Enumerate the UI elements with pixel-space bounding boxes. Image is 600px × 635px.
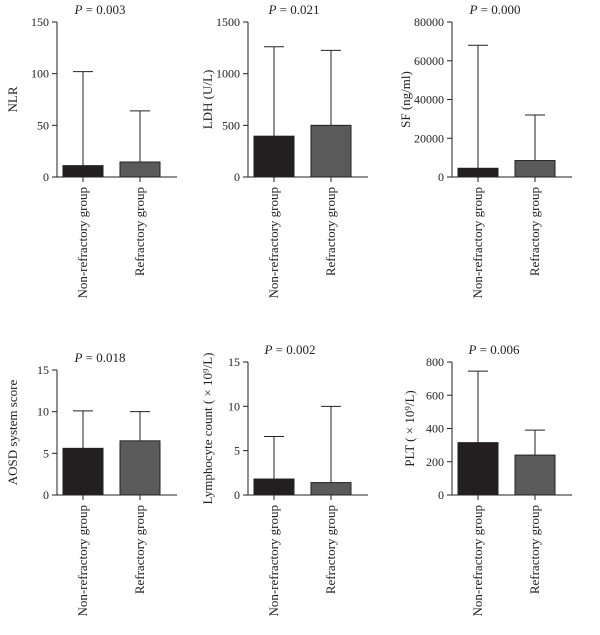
chart-panel-3: P = 0.000 SF (ng/ml) 0 20000 40000 60000 80000…: [398, 2, 572, 299]
x-tick-label: Non-refractory group: [75, 505, 90, 617]
title-value: = 0.003: [82, 2, 125, 17]
y-tick-label: 0: [234, 488, 240, 502]
bar-refractory: [119, 161, 161, 178]
bar-non-refractory: [62, 447, 104, 496]
panel-title: P = 0.018: [73, 350, 125, 365]
y-tick-label: 40000: [414, 93, 444, 107]
y-tick-label: 10: [37, 405, 49, 419]
y-tick-label: 200: [426, 455, 444, 469]
panel-title: P = 0.003: [73, 2, 125, 17]
title-value: = 0.006: [476, 342, 520, 357]
bar-refractory: [119, 440, 161, 496]
panel-title: P = 0.021: [267, 2, 319, 17]
chart-panel-5: P = 0.002 Lymphocyte count ( × 10⁹/L) 0 5 10…: [200, 342, 368, 617]
bar-refractory: [310, 124, 352, 178]
x-tick-label: Refractory group: [527, 505, 542, 594]
title-value: = 0.002: [272, 342, 315, 357]
y-tick-label: 500: [222, 118, 240, 132]
bar-non-refractory: [457, 167, 499, 178]
y-tick-label: 0: [43, 170, 49, 184]
y-tick-label: 150: [31, 15, 49, 29]
x-tick-label: Non-refractory group: [266, 187, 281, 299]
y-tick-label: 15: [37, 363, 49, 377]
title-value: = 0.018: [82, 350, 125, 365]
y-tick-label: 0: [438, 170, 444, 184]
y-axis-label: NLR: [5, 86, 20, 112]
title-value: = 0.000: [477, 2, 520, 17]
bar-non-refractory: [457, 442, 499, 496]
x-tick-label: Refractory group: [323, 187, 338, 276]
x-tick-label: Non-refractory group: [470, 505, 485, 617]
y-tick-label: 5: [43, 446, 49, 460]
y-axis-label: PLT ( × 10⁹/L): [402, 390, 417, 467]
title-prefix: P: [267, 2, 276, 17]
y-tick-label: 10: [228, 399, 240, 413]
y-tick-label: 800: [426, 355, 444, 369]
y-tick-label: 80000: [414, 15, 444, 29]
chart-panel-6: P = 0.006 PLT ( × 10⁹/L) 0 200 400 600 800 Non-…: [402, 342, 572, 617]
bar-non-refractory: [62, 165, 104, 178]
x-tick-label: Refractory group: [323, 505, 338, 594]
title-prefix: P: [467, 342, 476, 357]
y-axis-label: LDH (U/L): [200, 70, 215, 130]
chart-panel-2: P = 0.021 LDH (U/L) 0 500 1000 1500 Non-refrac…: [200, 2, 368, 299]
x-tick-label: Refractory group: [132, 505, 147, 594]
title-prefix: P: [73, 350, 82, 365]
bar-refractory: [310, 482, 352, 496]
y-tick-label: 1000: [216, 67, 240, 81]
x-tick-label: Non-refractory group: [470, 187, 485, 299]
bar-non-refractory: [253, 135, 295, 178]
y-tick-label: 50: [37, 118, 49, 132]
bar-refractory: [514, 454, 556, 496]
x-tick-label: Refractory group: [527, 187, 542, 276]
bar-refractory: [514, 160, 556, 178]
y-axis-label: SF (ng/ml): [398, 71, 413, 128]
y-tick-label: 1500: [216, 15, 240, 29]
x-tick-label: Non-refractory group: [266, 505, 281, 617]
y-axis-label: AOSD system score: [5, 380, 20, 486]
panel-title: P = 0.002: [263, 342, 315, 357]
y-tick-label: 5: [234, 444, 240, 458]
y-tick-label: 400: [426, 422, 444, 436]
y-axis-label: Lymphocyte count ( × 10⁹/L): [200, 353, 215, 505]
title-prefix: P: [263, 342, 272, 357]
x-tick-label: Non-refractory group: [75, 187, 90, 299]
y-tick-label: 100: [31, 67, 49, 81]
chart-panel-1: P = 0.003 NLR 0 50 100 150 Non-refractory grou…: [5, 2, 177, 299]
title-value: = 0.021: [276, 2, 319, 17]
y-tick-label: 60000: [414, 54, 444, 68]
title-prefix: P: [468, 2, 477, 17]
bar-non-refractory: [253, 478, 295, 496]
y-tick-label: 20000: [414, 131, 444, 145]
y-tick-label: 600: [426, 388, 444, 402]
panel-title: P = 0.000: [468, 2, 520, 17]
y-tick-label: 0: [234, 170, 240, 184]
y-tick-label: 0: [438, 488, 444, 502]
title-prefix: P: [73, 2, 82, 17]
panel-title: P = 0.006: [467, 342, 520, 357]
y-tick-label: 0: [43, 488, 49, 502]
y-tick-label: 15: [228, 355, 240, 369]
x-tick-label: Refractory group: [132, 187, 147, 276]
chart-panel-4: P = 0.018 AOSD system score 0 5 10 15 Non-refr…: [5, 350, 177, 617]
